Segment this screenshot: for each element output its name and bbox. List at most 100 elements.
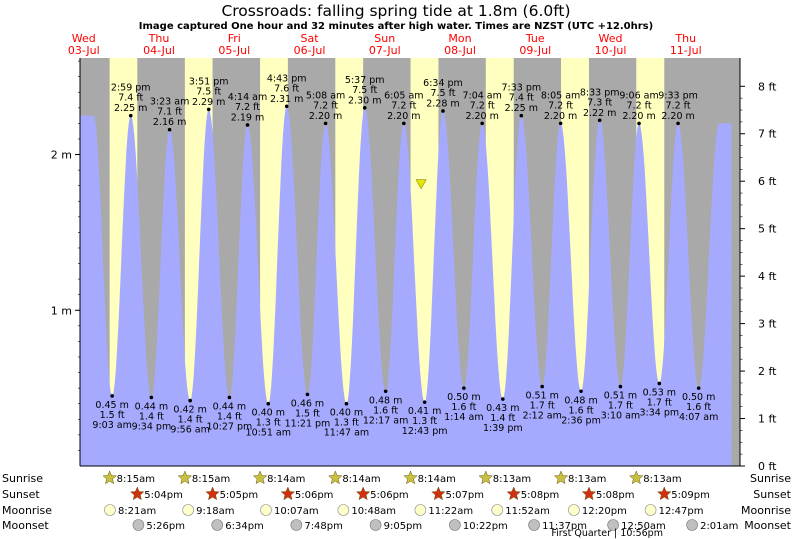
moonset-time: 7:48pm [304,521,343,532]
tide-water-area [80,106,732,467]
low-tide-m: 0.42 m [173,405,206,416]
low-tide-ft: 1.6 ft [686,402,711,413]
high-tide-ft: 7.6 ft [274,83,299,94]
low-tide-dot [618,384,623,389]
high-tide-m: 2.25 m [114,103,147,114]
moonrise-time: 11:22am [428,506,473,517]
low-tide-dot [422,400,427,404]
high-tide-dot [245,123,250,127]
sunset-time: 5:06pm [295,490,334,501]
low-tide-dot [227,395,232,400]
moonset-icon [211,519,224,531]
sunset-time: 5:08pm [521,490,560,501]
sunset-time: 5:08pm [596,490,635,501]
sunset-icon [280,486,296,501]
low-tide-time: 3:34 pm [640,407,680,418]
low-tide-dot [188,398,192,403]
low-tide-time: 10:51 am [246,428,291,439]
high-tide-time: 8:05 am [541,90,580,101]
high-tide-m: 2.22 m [583,108,616,119]
high-tide-time: 9:06 am [619,90,658,101]
high-tide-dot [676,121,680,126]
low-tide-m: 0.48 m [564,395,597,406]
moonrise-time: 9:18am [196,506,234,517]
moonset-time: 11:37pm [542,521,587,532]
low-tide-time: 1:14 am [444,412,483,423]
low-tide-ft: 1.5 ft [295,408,320,419]
high-tide-time: 6:05 am [384,90,423,101]
sunset-time: 5:06pm [370,490,409,501]
almanac-row-label-right: Sunrise [750,472,791,485]
sunset-icon [506,486,522,501]
low-tide-ft: 1.4 ft [490,413,515,424]
low-tide-time: 2:12 am [522,411,561,422]
sunrise-icon [177,470,193,485]
day-name-label: Tue [525,32,545,45]
sunrise-time: 8:14am [342,474,380,485]
day-date-label: 03-Jul [68,44,100,57]
low-tide-ft: 1.3 ft [256,418,281,429]
moonrise-icon [644,504,657,516]
low-tide-ft: 1.6 ft [569,405,594,416]
moonset-time: 2:01am [700,521,738,532]
high-tide-ft: 7.5 ft [430,88,455,99]
sunrise-icon [553,470,569,485]
moonset-time: 10:22pm [463,521,508,532]
low-tide-time: 1:39 pm [483,423,523,434]
low-tide-m: 0.40 m [330,408,363,419]
sunrise-time: 8:14am [418,474,456,485]
tide-plot-area [80,58,740,467]
high-tide-ft: 7.2 ft [470,100,495,111]
high-tide-dot [519,113,524,118]
low-tide-dot [149,395,154,400]
high-tide-ft: 7.2 ft [548,100,573,111]
high-tide-time: 3:51 pm [189,76,229,87]
sunset-icon [656,486,672,501]
right-tick-label: 3 ft [758,318,777,331]
almanac-row-label-left: Moonset [2,519,49,532]
day-name-label: Thu [674,32,696,45]
high-tide-dot [441,109,445,113]
day-name-label: Sat [300,32,319,45]
sunset-time: 5:04pm [144,490,183,501]
high-tide-m: 2.20 m [661,111,694,122]
moonrise-time: 12:20pm [582,506,627,517]
low-tide-time: 9:03 am [92,420,131,431]
high-tide-time: 7:33 pm [501,83,541,94]
low-tide-time: 11:21 pm [285,418,331,429]
high-tide-ft: 7.2 ft [666,100,691,111]
right-tick-label: 7 ft [758,128,777,141]
high-tide-dot [597,118,602,123]
low-tide-m: 0.53 m [643,387,676,398]
high-tide-time: 3:23 am [150,97,189,108]
low-tide-m: 0.41 m [408,406,441,417]
high-tide-ft: 7.4 ft [509,93,534,104]
low-tide-time: 10:27 pm [207,421,253,432]
low-tide-time: 4:07 am [679,412,718,423]
high-tide-dot [637,121,641,126]
moonrise-time: 10:07am [274,506,319,517]
almanac-row-label-left: Sunrise [2,472,43,485]
high-tide-dot [480,121,484,126]
moonset-icon [290,519,303,531]
day-date-label: 05-Jul [218,44,250,57]
right-tick-label: 2 ft [758,365,777,378]
low-tide-ft: 1.7 ft [647,397,672,408]
low-tide-m: 0.43 m [486,403,519,414]
high-tide-m: 2.19 m [231,112,264,123]
moonset-icon [607,519,619,531]
sunrise-icon [252,470,268,485]
day-date-label: 11-Jul [670,44,702,57]
almanac-row-label-left: Sunset [2,488,40,501]
sunset-icon [355,486,371,501]
high-tide-ft: 7.2 ft [391,100,416,111]
low-tide-dot [110,394,114,398]
moonset-icon [528,519,540,531]
high-tide-ft: 7.5 ft [196,86,221,97]
high-tide-ft: 7.2 ft [235,102,260,113]
low-tide-ft: 1.6 ft [373,405,398,416]
high-tide-m: 2.16 m [153,117,186,128]
moonset-time: 6:34pm [225,521,264,532]
low-tide-ft: 1.7 ft [608,401,633,412]
almanac-row-label-right: Sunset [753,488,791,501]
